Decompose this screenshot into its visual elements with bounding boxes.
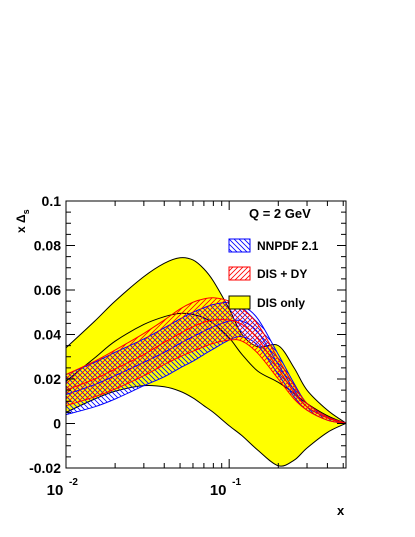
- legend: NNPDF 2.1 DIS + DY DIS only: [228, 238, 319, 310]
- bands-layer: [66, 257, 346, 467]
- x-tick-label: 10: [210, 482, 227, 499]
- y-axis-label-main: x Δ: [14, 214, 28, 233]
- axes-layer: -0.02 0 0.02 0.04 0.06 0.08 0.1 10 -2 10 -1: [29, 193, 347, 499]
- legend-swatch-nnpdf: [228, 238, 251, 253]
- annotation-text: Q = 2 GeV: [249, 206, 311, 221]
- x-tick-label-exponent: -2: [69, 477, 78, 488]
- central-line-dis-dy: [66, 319, 346, 424]
- y-tick-label: 0.04: [34, 327, 61, 343]
- y-axis-label-sub: s: [21, 209, 31, 214]
- y-tick-label: 0.06: [34, 282, 61, 298]
- y-tick-label: 0.08: [34, 238, 61, 254]
- legend-label-disdy: DIS + DY: [257, 267, 307, 281]
- y-tick-label: 0.1: [42, 193, 62, 209]
- legend-label-disonly: DIS only: [257, 296, 305, 310]
- legend-label-nnpdf: NNPDF 2.1: [257, 239, 319, 253]
- y-tick-label: 0.02: [34, 371, 61, 387]
- y-axis-label: x Δs: [14, 209, 31, 233]
- x-tick-label-exponent: -1: [232, 477, 241, 488]
- legend-swatch-disonly: [228, 295, 251, 310]
- y-tick-label: -0.02: [29, 460, 61, 476]
- x-tick-label: 10: [47, 482, 64, 499]
- x-axis-label: x: [337, 503, 345, 518]
- legend-swatch-disdy: [228, 266, 251, 281]
- y-tick-label: 0: [53, 416, 61, 432]
